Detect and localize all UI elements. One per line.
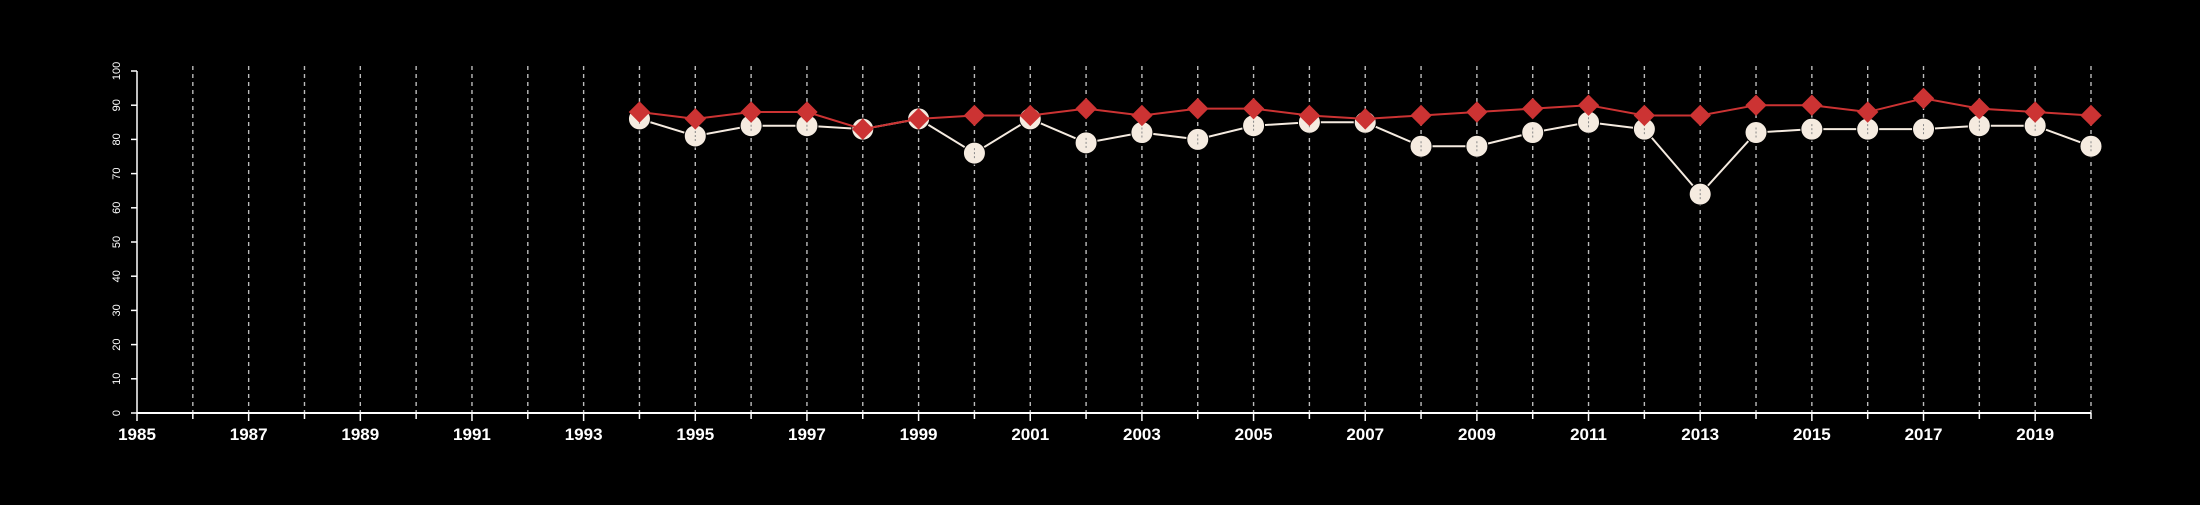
diamond-marker-2017 [1912, 87, 1935, 110]
x-tick-label-2015: 2015 [1793, 425, 1831, 444]
diamond-marker-2015 [1801, 94, 1823, 116]
diamond-marker-2016 [1856, 101, 1879, 123]
x-tick-label-1989: 1989 [341, 425, 379, 444]
diamond-marker-1998 [852, 118, 874, 140]
y-tick-label-0: 0 [111, 410, 123, 416]
y-tick-label-50: 50 [111, 236, 123, 248]
y-tick-label-90: 90 [111, 99, 123, 111]
diamond-marker-2007 [1354, 108, 1376, 130]
x-tick-label-1997: 1997 [788, 425, 826, 444]
diamond-marker-2009 [1466, 101, 1488, 123]
diamond-marker-2004 [1187, 97, 1209, 120]
diamond-marker-2019 [2024, 101, 2046, 123]
x-tick-label-1995: 1995 [676, 425, 714, 444]
x-tick-label-1985: 1985 [118, 425, 156, 444]
diamond-marker-2013 [1689, 104, 1711, 127]
series-layer [627, 87, 2103, 206]
x-tick-label-2005: 2005 [1235, 425, 1273, 444]
diamond-marker-1994 [628, 101, 651, 123]
y-tick-label-40: 40 [111, 270, 123, 282]
diamond-marker-2008 [1410, 104, 1432, 127]
diamond-marker-2001 [1019, 104, 1041, 127]
diamond-marker-2020 [2080, 104, 2102, 127]
diamond-marker-2006 [1298, 104, 1321, 127]
diamond-marker-2012 [1633, 104, 1656, 127]
diamond-marker-1995 [684, 108, 706, 130]
x-tick-label-1993: 1993 [565, 425, 603, 444]
diamond-marker-2014 [1745, 94, 1767, 116]
x-tick-label-2003: 2003 [1123, 425, 1161, 444]
diamond-marker-2011 [1577, 94, 1600, 116]
y-tick-label-30: 30 [111, 304, 123, 316]
diamond-marker-2018 [1968, 97, 1991, 120]
x-tick-label-1991: 1991 [453, 425, 491, 444]
y-tick-label-80: 80 [111, 133, 123, 145]
diamond-marker-1997 [796, 101, 818, 123]
diamond-marker-2005 [1242, 97, 1265, 120]
x-tick-label-2009: 2009 [1458, 425, 1496, 444]
y-tick-label-10: 10 [111, 373, 123, 385]
y-tick-label-100: 100 [111, 62, 123, 80]
y-tick-label-70: 70 [111, 167, 123, 179]
x-tick-label-2011: 2011 [1570, 425, 1607, 444]
x-tick-label-2001: 2001 [1011, 425, 1049, 444]
x-tick-label-2017: 2017 [1905, 425, 1943, 444]
diamond-marker-1999 [907, 108, 930, 130]
axis-layer: 0 10 20 30 40 50 60 70 80 90 100 1985 1987 1989 1991 19… [111, 62, 2092, 444]
diamond-marker-2010 [1522, 97, 1544, 120]
y-tick-label-60: 60 [111, 202, 123, 214]
diamond-marker-2002 [1075, 97, 1097, 120]
x-tick-label-1999: 1999 [900, 425, 938, 444]
x-tick-label-2019: 2019 [2016, 425, 2054, 444]
x-tick-label-1987: 1987 [230, 425, 268, 444]
x-tick-label-2007: 2007 [1346, 425, 1384, 444]
x-tick-label-2013: 2013 [1681, 425, 1719, 444]
diamond-marker-2003 [1131, 104, 1153, 127]
y-tick-label-20: 20 [111, 338, 123, 350]
diamond-marker-2000 [963, 104, 986, 127]
diamond-marker-1996 [740, 101, 762, 123]
